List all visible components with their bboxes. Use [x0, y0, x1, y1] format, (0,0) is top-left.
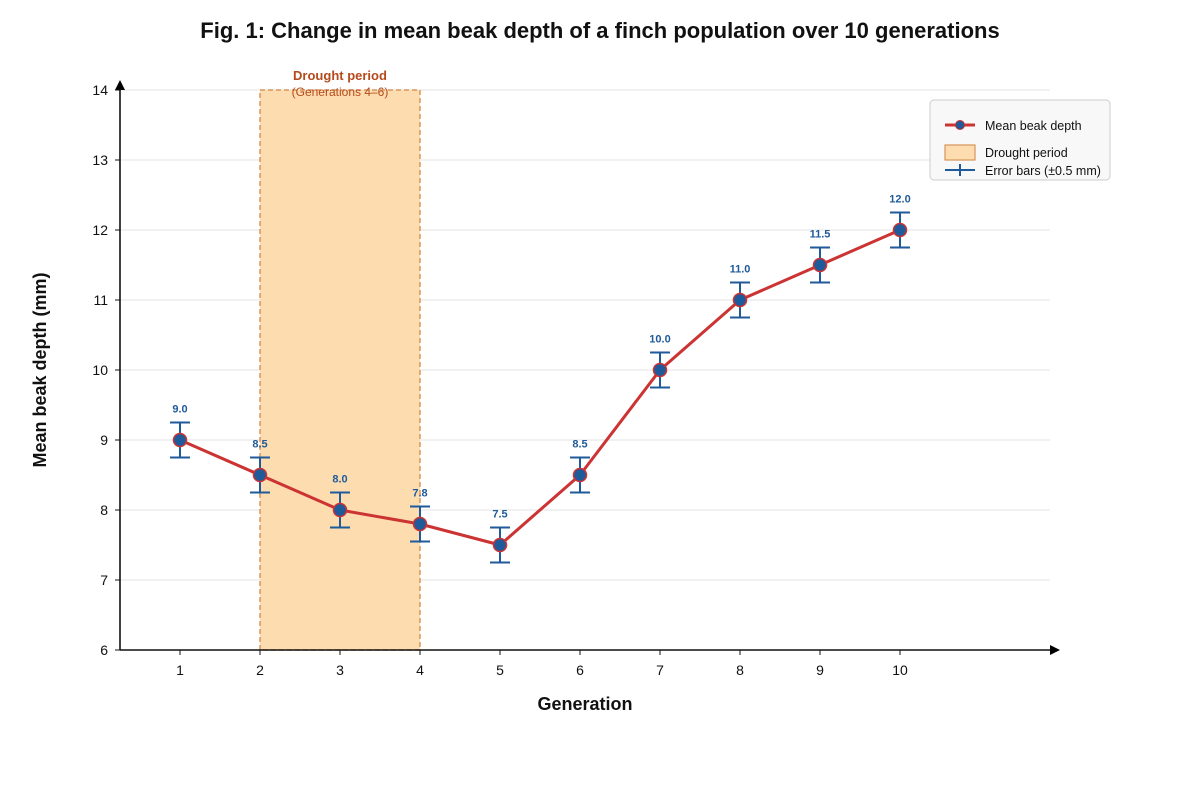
data-point [572, 467, 588, 483]
data-point [172, 432, 188, 448]
data-point [892, 222, 908, 238]
y-axis-arrow [115, 80, 125, 90]
y-tick-label: 8 [100, 502, 108, 518]
data-point [412, 516, 428, 532]
drought-region: Drought period (Generations 4–6) [259, 68, 421, 651]
data-label: 12.0 [889, 194, 910, 206]
x-tick-label: 10 [892, 662, 908, 678]
x-tick-label: 5 [496, 662, 504, 678]
legend-label: Mean beak depth [985, 119, 1082, 133]
axes [115, 80, 1060, 655]
y-tick-label: 7 [100, 572, 108, 588]
data-label: 8.0 [332, 474, 347, 486]
y-tick-label: 12 [92, 222, 108, 238]
legend-label: Drought period [985, 146, 1068, 160]
legend-region-swatch [944, 144, 976, 161]
data-label: 10.0 [649, 334, 670, 346]
data-point [252, 467, 268, 483]
y-axis-title: Mean beak depth (mm) [30, 272, 50, 467]
y-tick-label: 14 [92, 82, 108, 98]
x-axis-arrow [1050, 645, 1060, 655]
drought-sublabel: (Generations 4–6) [292, 85, 389, 99]
y-tick-label: 10 [92, 362, 108, 378]
x-axis-title: Generation [537, 694, 632, 714]
y-tick-label: 6 [100, 642, 108, 658]
data-label: 11.0 [730, 264, 751, 276]
drought-rect [259, 89, 421, 651]
x-tick-label: 9 [816, 662, 824, 678]
legend-marker-swatch [955, 120, 965, 130]
x-tick-label: 7 [656, 662, 664, 678]
data-point [492, 537, 508, 553]
y-tick-label: 13 [92, 152, 108, 168]
data-labels: 9.0 8.5 8.0 7.8 7.5 8.5 10.0 11.0 11.5 12.0 [172, 194, 910, 521]
data-label: 8.5 [252, 439, 267, 451]
data-label: 7.5 [492, 509, 507, 521]
data-label: 8.5 [572, 439, 587, 451]
drought-label: Drought period [293, 68, 387, 83]
x-tick-label: 2 [256, 662, 264, 678]
data-point [812, 257, 828, 273]
x-tick-label: 4 [416, 662, 424, 678]
data-label: 11.5 [810, 229, 831, 241]
x-tick-label: 8 [736, 662, 744, 678]
data-label: 9.0 [172, 404, 187, 416]
x-tick-label: 6 [576, 662, 584, 678]
legend: Mean beak depth Drought period Error bars … [929, 99, 1111, 181]
y-tick-label: 9 [100, 432, 108, 448]
legend-label: Error bars (±0.5 mm) [985, 164, 1101, 178]
y-tick-label: 11 [93, 292, 108, 308]
series-line [179, 228, 901, 547]
x-tick-label: 3 [336, 662, 344, 678]
x-tick-label: 1 [176, 662, 184, 678]
data-label: 7.8 [412, 488, 427, 500]
data-point [652, 362, 668, 378]
data-point [732, 292, 748, 308]
data-point [332, 502, 348, 518]
chart-title: Fig. 1: Change in mean beak depth of a f… [200, 18, 1000, 43]
series-mean-beak-depth [170, 211, 910, 564]
